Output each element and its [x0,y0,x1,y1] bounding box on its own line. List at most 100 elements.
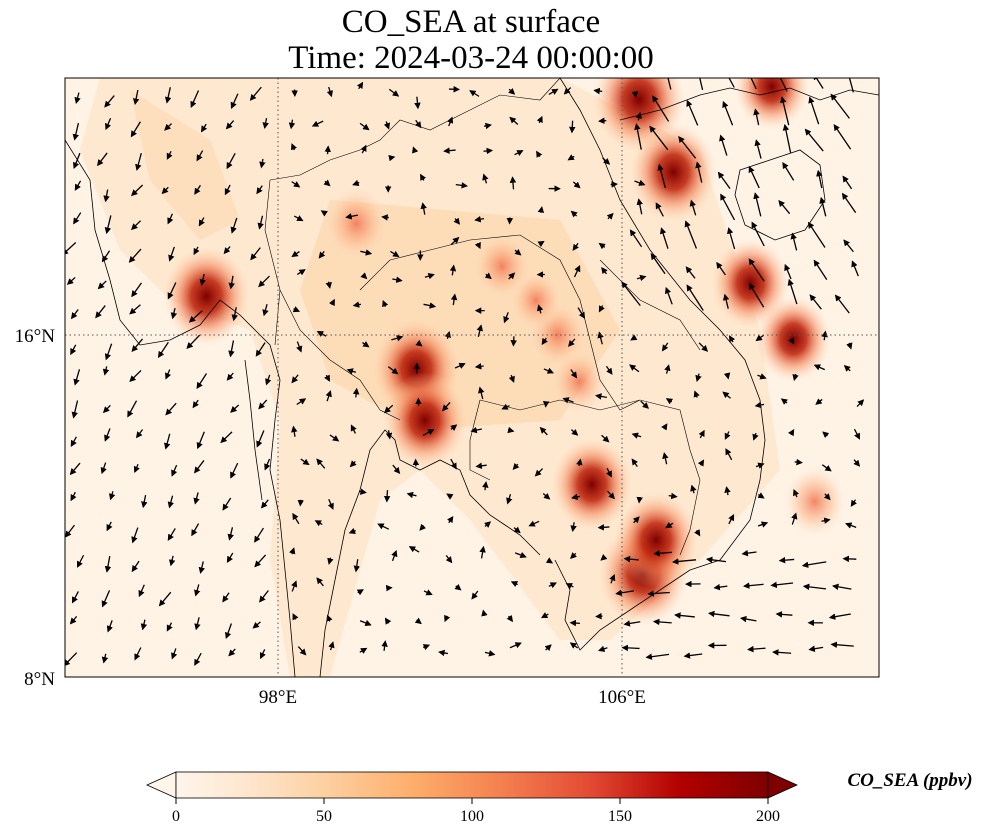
wind-arrow [577,307,586,319]
wind-arrow [629,364,640,373]
wind-arrow [291,181,301,188]
wind-arrow [667,78,672,90]
wind-arrow [716,261,726,276]
wind-arrow [507,426,515,434]
wind-arrow [528,520,540,527]
wind-arrow [352,387,360,398]
coastlines [65,78,879,677]
wind-arrow [384,617,392,625]
wind-arrow [629,229,643,248]
wind-arrow [101,250,111,263]
wind-arrow [780,398,788,405]
wind-arrow [291,580,298,592]
wind-arrow [362,341,370,348]
wind-arrow [230,217,238,234]
wind-arrow [705,556,727,564]
wind-arrow [807,221,826,248]
wind-arrow [65,242,77,256]
wind-arrow [316,331,327,337]
wind-arrow [657,163,666,189]
wind-arrow [634,123,642,150]
wind-arrow [621,644,640,652]
wind-arrow [224,184,231,196]
wind-arrow [158,591,172,607]
wind-arrow [69,462,81,476]
wind-arrow [508,272,516,280]
wind-arrow [296,398,307,406]
wind-arrow [513,526,521,534]
wind-arrow [570,552,577,559]
wind-arrow [316,458,326,469]
wind-arrow [455,182,469,189]
wind-arrow [391,549,398,562]
wind-arrow [381,640,388,651]
wind-arrow [597,331,604,345]
wind-arrow [345,213,359,220]
wind-arrow [722,100,734,126]
wind-arrow [694,529,701,537]
wind-arrow [741,549,757,557]
wind-arrow [601,434,610,443]
wind-arrow [606,212,614,220]
wind-arrow [853,459,861,467]
wind-arrow [192,399,199,409]
x-tick-98e: 98°E [259,687,297,708]
wind-arrow [443,147,456,154]
wind-arrow [164,87,172,104]
wind-arrow [388,88,400,97]
wind-arrow [748,258,765,282]
wind-arrow [191,523,200,537]
wind-arrow [778,556,795,564]
co-hotspot [734,78,810,130]
colorbar-extend-min [146,771,177,799]
wind-arrow [265,374,272,386]
colorbar-extend-max [767,771,798,799]
wind-arrow [788,428,795,437]
wind-arrow [508,374,515,383]
wind-arrow [780,96,790,126]
co-hotspot [163,246,250,346]
wind-arrow [102,366,110,376]
wind-arrow [823,493,831,501]
wind-arrow [686,284,704,311]
wind-arrow [445,554,453,564]
wind-arrow [419,523,427,531]
wind-arrow [72,152,81,170]
wind-arrow [168,555,176,567]
wind-arrow [727,227,736,250]
wind-arrow [576,458,583,467]
wind-arrow [728,513,735,525]
wind-arrow [100,462,107,475]
colorbar-tick-label: 100 [460,808,484,825]
wind-arrow [514,150,524,156]
wind-arrow [257,215,264,230]
wind-arrow [816,169,823,189]
wind-arrow [630,334,638,341]
wind-arrow [231,307,238,322]
wind-arrow [71,591,79,604]
wind-arrow [813,364,826,371]
wind-arrow [631,91,639,99]
wind-arrow [506,614,514,623]
wind-arrow [562,397,574,404]
wind-arrow [327,557,334,565]
wind-arrow [843,239,854,253]
wind-arrow [469,90,480,97]
wind-arrow [481,609,488,617]
wind-arrow [571,493,580,501]
wind-arrow [598,645,608,652]
wind-arrow [537,240,545,248]
wind-arrow [606,467,612,478]
wind-arrow [326,86,333,98]
wind-arrow [291,374,299,384]
wind-arrow [194,460,205,474]
wind-arrow [678,136,697,159]
wind-arrow [388,154,396,162]
wind-arrow [420,173,427,181]
wind-arrow [572,242,579,251]
wind-arrow [198,217,205,227]
wind-arrow [815,398,823,405]
wind-arrow [482,173,489,184]
wind-arrow [170,307,178,320]
wind-arrow [224,623,233,640]
